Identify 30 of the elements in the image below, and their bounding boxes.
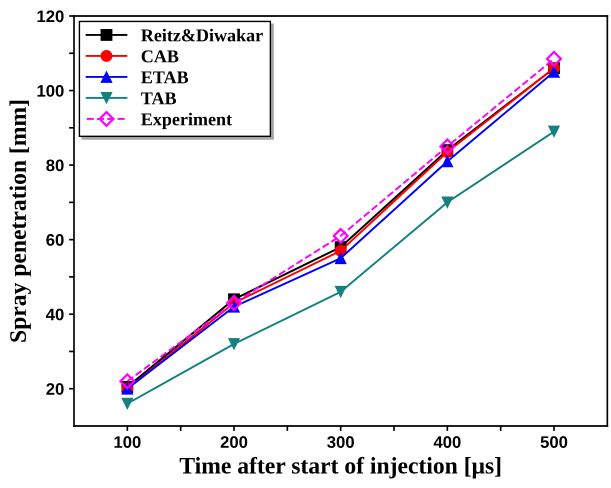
legend-label: CAB bbox=[142, 50, 178, 62]
x-tick-label: 100 bbox=[114, 436, 141, 448]
x-tick-label: 300 bbox=[327, 436, 354, 448]
point bbox=[546, 50, 562, 67]
point bbox=[548, 66, 560, 78]
point bbox=[334, 252, 347, 264]
point bbox=[228, 338, 240, 350]
y-tick-label: 120 bbox=[38, 10, 64, 22]
point bbox=[121, 398, 134, 410]
x-axis-title: Time after start of injection [μs] bbox=[180, 456, 500, 478]
y-tick-label: 20 bbox=[46, 383, 64, 395]
legend-label: ETAB bbox=[141, 71, 188, 84]
y-tick-label: 100 bbox=[38, 84, 64, 97]
x-tick-label: 400 bbox=[434, 436, 461, 448]
legend-label: Experiment bbox=[141, 112, 232, 130]
point bbox=[334, 286, 347, 298]
legend-label: Reitz&Diwakar bbox=[141, 28, 263, 42]
point bbox=[332, 228, 349, 244]
point bbox=[119, 373, 136, 390]
point bbox=[548, 126, 560, 138]
y-tick-label: 40 bbox=[46, 308, 64, 320]
y-axis-title: Spray penetration [mm] bbox=[9, 100, 31, 342]
point bbox=[441, 196, 454, 208]
point bbox=[441, 155, 454, 168]
legend-label: TAB bbox=[141, 92, 176, 104]
point bbox=[439, 138, 456, 154]
y-tick-label: 60 bbox=[46, 234, 64, 246]
x-tick-label: 500 bbox=[540, 436, 568, 448]
y-tick-label: 80 bbox=[46, 159, 64, 172]
x-tick-label: 200 bbox=[220, 436, 248, 448]
